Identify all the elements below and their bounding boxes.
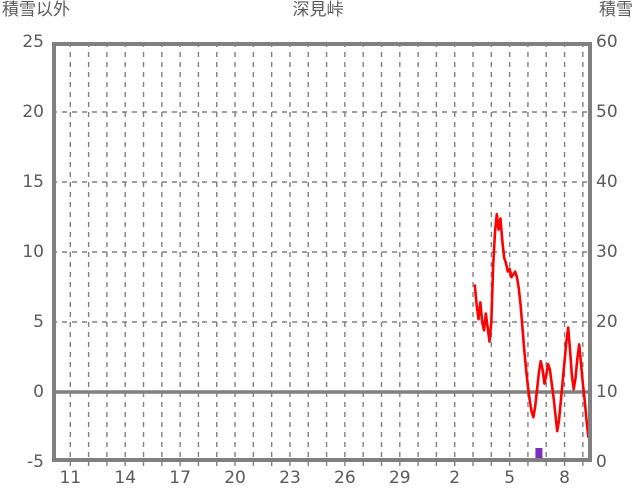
x-axis-tick-label: 17 — [169, 468, 191, 488]
right-axis-tick-label: 60 — [596, 32, 618, 52]
x-axis-tick-label: 23 — [279, 468, 301, 488]
x-axis-tick-label: 14 — [114, 468, 137, 488]
right-axis-ticks: 0 10 20 30 40 50 60 — [596, 34, 636, 471]
x-axis-tick-label: 20 — [224, 468, 246, 488]
plot-frame — [52, 42, 592, 462]
x-axis-tick-label: 2 — [449, 468, 461, 488]
left-axis-tick-label: -5 — [27, 452, 44, 472]
left-axis-title: 積雪以外 — [2, 0, 70, 20]
right-axis-tick-label: 0 — [596, 452, 607, 472]
chart-title: 深見峠 — [292, 0, 344, 20]
right-axis-tick-label: 40 — [596, 172, 618, 192]
right-axis-tick-label: 50 — [596, 102, 618, 122]
x-axis-tick-label: 5 — [504, 468, 516, 488]
left-axis-tick-label: 20 — [22, 102, 44, 122]
left-axis-tick-label: 10 — [22, 242, 44, 262]
x-axis-tick-label: 29 — [388, 468, 411, 488]
right-axis-tick-label: 30 — [596, 242, 618, 262]
left-axis-tick-label: 15 — [22, 172, 44, 192]
left-axis-tick-label: 5 — [33, 312, 44, 332]
right-axis-tick-label: 10 — [596, 382, 618, 402]
x-axis-tick-label: 8 — [559, 468, 570, 488]
left-axis-ticks: -5 0 5 10 15 20 25 — [0, 34, 44, 471]
x-axis-tick-label: 11 — [59, 468, 82, 488]
right-axis-title: 積雪 — [599, 0, 633, 20]
left-axis-tick-label: 25 — [22, 32, 44, 52]
x-axis-ticks: 11 14 17 20 23 26 29 2 5 8 — [52, 460, 592, 496]
grid-layer — [52, 42, 592, 462]
x-axis-tick-label: 26 — [334, 468, 356, 488]
left-axis-tick-label: 0 — [33, 382, 44, 402]
right-axis-tick-label: 20 — [596, 312, 618, 332]
plot-area — [52, 42, 592, 462]
